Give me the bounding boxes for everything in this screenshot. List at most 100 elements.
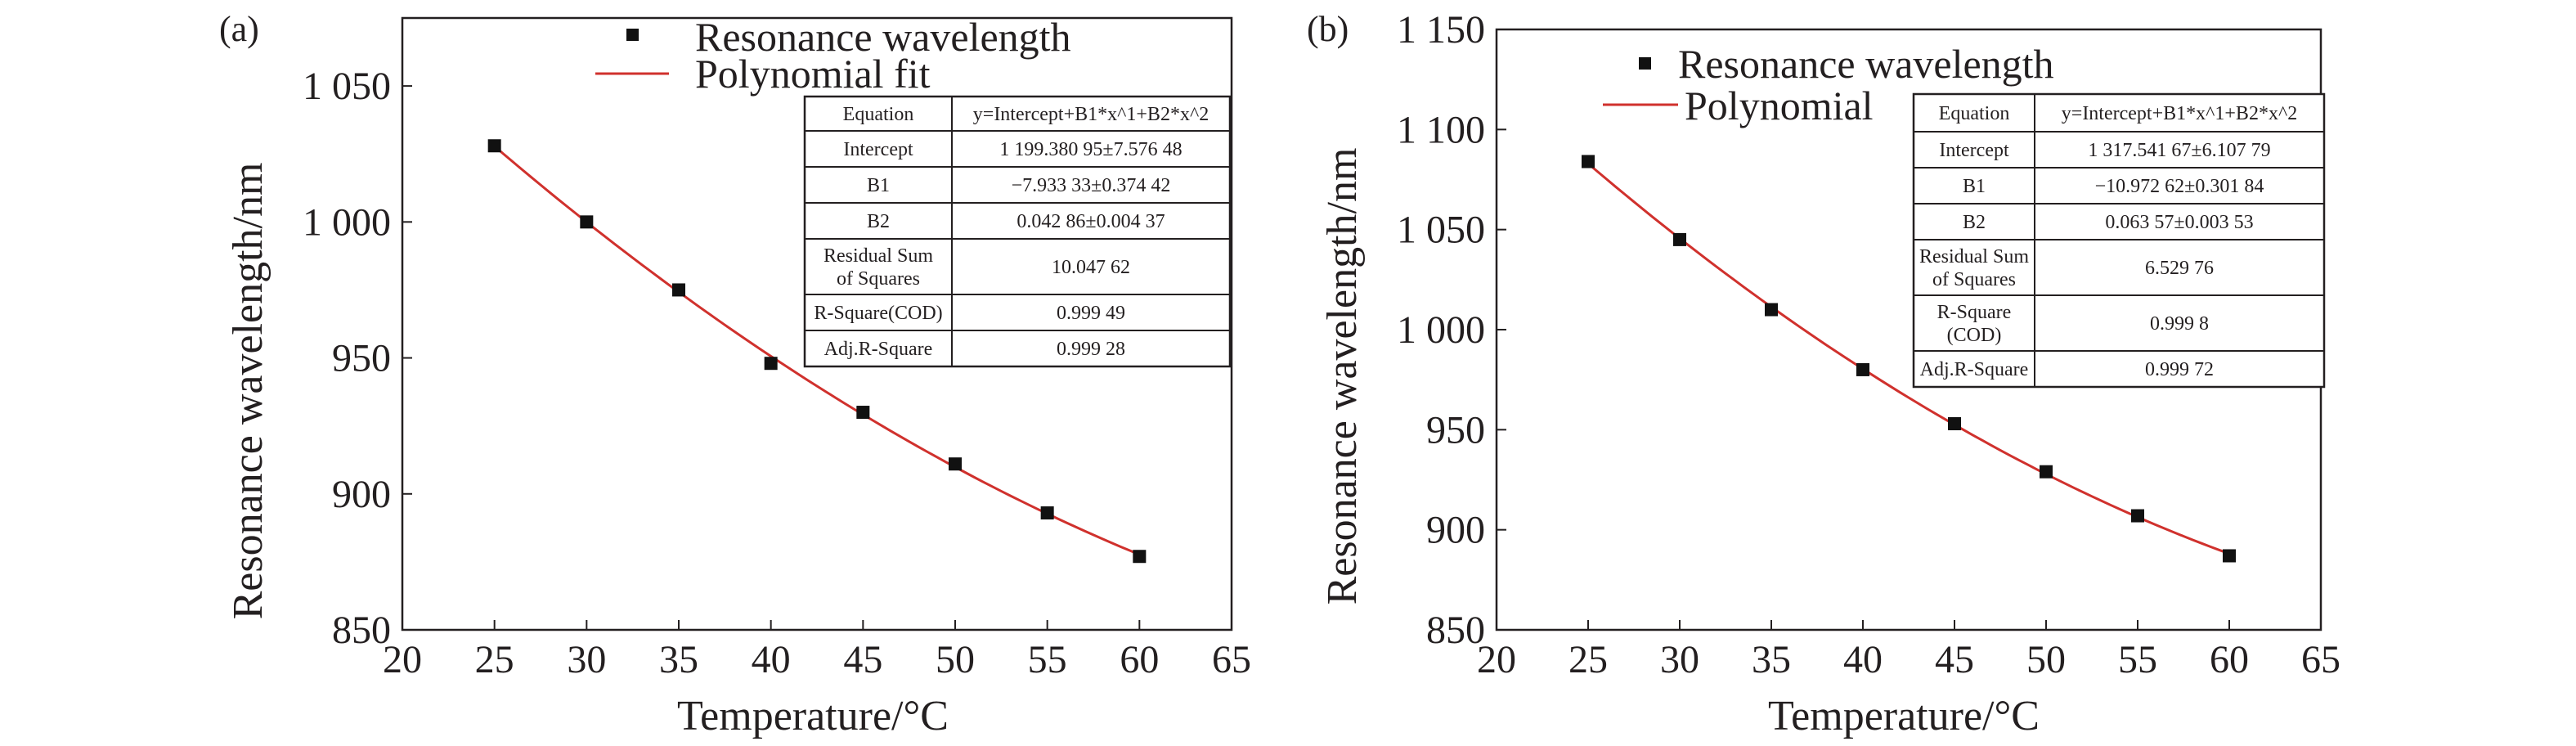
table-param-name: Residual Sum of Squares — [824, 245, 933, 290]
x-axis-title-a: Temperature/°C — [677, 693, 949, 739]
legend-marker-resonance-b — [1639, 57, 1651, 70]
data-point — [2040, 465, 2053, 479]
legend-label-fit-b: Polynomial — [1685, 83, 1874, 128]
table-param-value: 0.999 72 — [2145, 359, 2214, 380]
panel-a: (a) Resonance wavelength/nm Temperature/… — [219, 9, 1251, 739]
legend-label-resonance-a: Resonance wavelength — [695, 14, 1071, 60]
stats-table-a: Equation y=Intercept+B1*x^1+B2*x^2 Interce… — [803, 95, 1232, 368]
fit-line — [1587, 162, 2230, 555]
x-tick-label: 50 — [2026, 638, 2066, 681]
table-param-value: 0.063 57±0.003 53 — [2105, 212, 2253, 233]
x-tick-label: 65 — [1212, 638, 1251, 681]
legend-a: Resonance wavelength Polynomial fit — [595, 14, 1071, 97]
data-point — [2223, 549, 2236, 563]
table-param-name: B1 — [1963, 176, 1986, 197]
x-tick-label: 30 — [567, 638, 606, 681]
table-param-name: Equation — [1939, 103, 2010, 124]
data-point — [764, 357, 778, 371]
y-tick-label: 1 150 — [1397, 8, 1485, 52]
x-tick-label: 45 — [843, 638, 882, 681]
x-tick-label: 45 — [1935, 638, 1974, 681]
table-param-value: 0.999 8 — [2150, 313, 2209, 335]
x-tick-label: 30 — [1660, 638, 1699, 681]
data-point — [1673, 232, 1686, 246]
y-tick-label: 1 050 — [1397, 209, 1485, 252]
plot-frame — [401, 16, 1233, 631]
data-point — [1948, 416, 1961, 430]
table-param-value: −7.933 33±0.374 42 — [1012, 175, 1171, 196]
data-point — [1582, 155, 1595, 169]
data-point — [1856, 362, 1869, 376]
table-param-name: Intercept — [843, 139, 913, 160]
table-param-value: −10.972 62±0.301 84 — [2095, 176, 2264, 197]
y-tick-label: 1 100 — [1397, 108, 1485, 151]
table-param-name: B2 — [1963, 212, 1986, 233]
data-point — [856, 406, 870, 420]
table-param-name: Intercept — [1939, 140, 2009, 161]
table-param-name: B2 — [867, 211, 890, 232]
x-tick-label: 50 — [936, 638, 975, 681]
x-tick-label: 25 — [1568, 638, 1608, 681]
table-param-value: y=Intercept+B1*x^1+B2*x^2 — [2062, 103, 2297, 124]
y-tick-label: 1 000 — [303, 200, 391, 244]
data-point — [1040, 506, 1054, 520]
x-tick-label: 55 — [2118, 638, 2157, 681]
fit-line — [493, 145, 1140, 556]
x-tick-label: 35 — [659, 638, 698, 681]
table-frame — [803, 95, 1232, 368]
y-tick-label: 900 — [332, 473, 391, 516]
table-param-name: B1 — [867, 175, 890, 196]
plot-area-a: 20 25 30 35 40 45 50 55 60 65 850 900 950 1 000 1 050 — [303, 16, 1251, 681]
x-tick-label: 35 — [1752, 638, 1791, 681]
x-tick-label: 40 — [752, 638, 791, 681]
table-param-name: Residual Sum of Squares — [1919, 246, 2029, 290]
table-param-value: 1 317.541 67±6.107 79 — [2088, 140, 2270, 161]
y-tick-label: 950 — [1426, 408, 1485, 452]
legend-marker-resonance-a — [626, 29, 639, 41]
table-param-value: 1 199.380 95±7.576 48 — [999, 139, 1182, 160]
data-point — [487, 139, 501, 153]
plot-area-b: 20 25 30 35 40 45 50 55 60 65 850 900 950 1 000 1 050 1… — [1397, 8, 2340, 681]
x-tick-label: 55 — [1028, 638, 1067, 681]
x-axis-title-b: Temperature/°C — [1768, 693, 2040, 739]
x-tick-label: 25 — [475, 638, 514, 681]
data-point — [1133, 550, 1147, 564]
x-tick-label: 60 — [1120, 638, 1159, 681]
x-tick-label: 60 — [2210, 638, 2249, 681]
x-tick-label: 20 — [383, 638, 422, 681]
data-point — [1765, 303, 1778, 317]
table-param-name: Adj.R-Square — [824, 339, 933, 360]
legend-label-resonance-b: Resonance wavelength — [1678, 41, 2054, 87]
panel-label-a: (a) — [219, 9, 259, 49]
table-param-name: R-Square(COD) — [1937, 302, 2012, 346]
table-param-value: y=Intercept+B1*x^1+B2*x^2 — [973, 104, 1209, 125]
y-tick-label: 850 — [332, 609, 391, 652]
y-tick-label: 1 050 — [303, 65, 391, 108]
x-tick-label: 40 — [1843, 638, 1883, 681]
y-tick-label: 850 — [1426, 609, 1485, 652]
table-param-value: 0.999 49 — [1057, 303, 1125, 324]
panel-label-b: (b) — [1307, 9, 1349, 49]
panel-b: (b) Resonance wavelength/nm Temperature/… — [1307, 8, 2340, 739]
y-axis-title-a: Resonance wavelength/nm — [225, 163, 272, 620]
table-param-value: 10.047 62 — [1052, 257, 1130, 278]
legend-b: Resonance wavelength Polynomial — [1603, 41, 2054, 128]
table-param-value: 0.042 86±0.004 37 — [1016, 211, 1165, 232]
stats-table-b: Equation y=Intercept+B1*x^1+B2*x^2 Interce… — [1912, 92, 2326, 389]
data-point — [580, 215, 594, 229]
data-point — [949, 457, 962, 471]
legend-label-fit-a: Polynomial fit — [695, 51, 931, 97]
y-tick-label: 1 000 — [1397, 308, 1485, 352]
table-param-name: R-Square(COD) — [814, 303, 942, 324]
y-axis-title-b: Resonance wavelength/nm — [1319, 148, 1366, 605]
table-param-name: Adj.R-Square — [1920, 359, 2029, 380]
table-param-value: 6.529 76 — [2145, 258, 2214, 279]
y-tick-label: 950 — [332, 337, 391, 380]
x-tick-label: 20 — [1477, 638, 1516, 681]
data-point — [672, 283, 685, 297]
data-point — [2131, 509, 2144, 523]
x-tick-label: 65 — [2301, 638, 2340, 681]
table-param-value: 0.999 28 — [1057, 339, 1125, 360]
table-param-name: Equation — [843, 104, 914, 125]
